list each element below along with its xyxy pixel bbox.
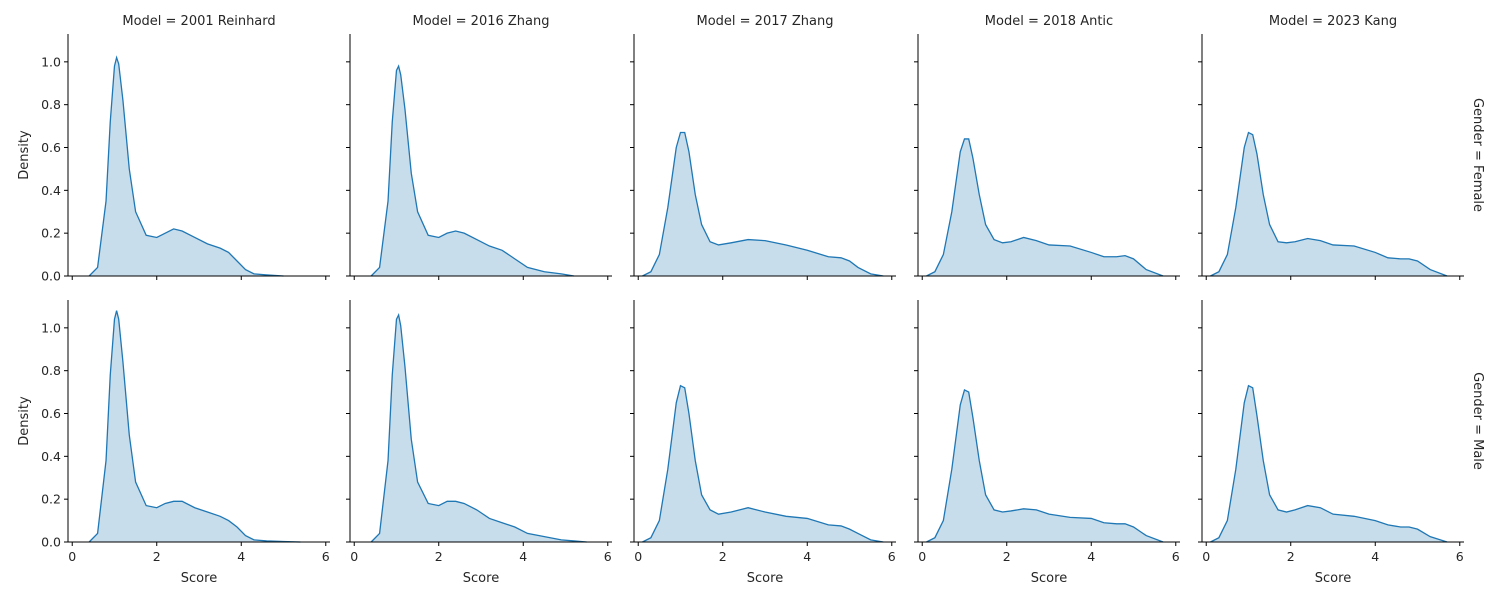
y-tick-label: 0.2 (41, 226, 61, 241)
y-axis-label: Density (17, 130, 32, 180)
density-area (1210, 132, 1448, 276)
density-line (1210, 131, 1448, 277)
x-axis-label: Score (463, 571, 499, 586)
y-tick-label: 0.4 (41, 449, 61, 464)
density-area (926, 138, 1164, 276)
panel-title: Model = 2016 Zhang (412, 14, 549, 29)
density-area (371, 314, 587, 542)
x-tick-label: 2 (719, 549, 727, 564)
x-tick-label: 6 (604, 549, 612, 564)
x-tick-label: 4 (237, 549, 245, 564)
x-tick-label: 2 (153, 549, 161, 564)
panel-1-2: 0 2 4 6 Score (630, 300, 896, 586)
x-tick-label: 4 (803, 549, 811, 564)
x-axis-label: Score (1315, 571, 1351, 586)
y-tick-label: 1.0 (41, 54, 61, 69)
panel-0-2: Model = 2017 Zhang (630, 14, 896, 280)
x-tick-label: 4 (519, 549, 527, 564)
y-tick-label: 0.6 (41, 140, 61, 155)
panel-title: Model = 2001 Reinhard (122, 14, 275, 29)
panel-0-4: Model = 2023 Kang Gender = Female (1198, 14, 1485, 280)
panel-1-4: 0 2 4 6 Score Gender = Male (1198, 300, 1485, 586)
x-tick-label: 0 (350, 549, 358, 564)
x-tick-label: 6 (322, 549, 330, 564)
x-tick-label: 6 (888, 549, 896, 564)
x-tick-label: 4 (1087, 549, 1095, 564)
density-line (926, 138, 1164, 277)
density-line (642, 131, 884, 277)
x-tick-label: 4 (1371, 549, 1379, 564)
y-tick-label: 0.0 (41, 535, 61, 550)
x-tick-label: 6 (1172, 549, 1180, 564)
panel-title: Model = 2023 Kang (1269, 14, 1397, 29)
panel-1-0: 0.0 0.2 0.4 0.6 0.8 1.0 0 2 4 6 Score Density (17, 300, 330, 586)
density-area (926, 389, 1164, 542)
density-line (1210, 384, 1448, 543)
density-line (926, 389, 1164, 543)
x-axis-label: Score (181, 571, 217, 586)
x-tick-label: 0 (68, 549, 76, 564)
y-tick-label: 0.8 (41, 363, 61, 378)
x-tick-label: 2 (1003, 549, 1011, 564)
x-tick-label: 0 (1202, 549, 1210, 564)
y-tick-label: 0.4 (41, 183, 61, 198)
x-tick-label: 6 (1456, 549, 1464, 564)
y-tick-label: 1.0 (41, 320, 61, 335)
y-axis-label: Density (17, 396, 32, 446)
panel-1-1: 0 2 4 6 Score (346, 300, 612, 586)
density-area (642, 385, 884, 542)
density-line (88, 55, 284, 277)
y-tick-label: 0.0 (41, 269, 61, 284)
density-line (370, 64, 575, 277)
y-tick-label: 0.6 (41, 406, 61, 421)
x-axis-label: Score (1031, 571, 1067, 586)
row-label: Gender = Male (1470, 372, 1485, 470)
row-label: Gender = Female (1470, 98, 1485, 212)
x-tick-label: 2 (435, 549, 443, 564)
panel-0-3: Model = 2018 Antic (914, 14, 1180, 280)
x-tick-label: 0 (918, 549, 926, 564)
x-tick-label: 2 (1287, 549, 1295, 564)
panel-title: Model = 2017 Zhang (696, 14, 833, 29)
density-area (642, 132, 884, 276)
panel-0-1: Model = 2016 Zhang (346, 14, 612, 280)
panel-0-0: 0.0 0.2 0.4 0.6 0.8 1.0 Model = 2001 Reinhard D… (17, 14, 330, 284)
y-tick-label: 0.8 (41, 97, 61, 112)
density-area (89, 57, 284, 277)
density-line (88, 310, 301, 543)
y-tick-label: 0.2 (41, 492, 61, 507)
density-area (89, 310, 301, 542)
x-tick-label: 0 (634, 549, 642, 564)
panel-title: Model = 2018 Antic (985, 14, 1113, 29)
density-area (1210, 385, 1448, 542)
x-axis-label: Score (747, 571, 783, 586)
density-line (642, 384, 884, 543)
density-area (371, 66, 574, 277)
panel-1-3: 0 2 4 6 Score (914, 300, 1180, 586)
density-line (370, 312, 587, 543)
